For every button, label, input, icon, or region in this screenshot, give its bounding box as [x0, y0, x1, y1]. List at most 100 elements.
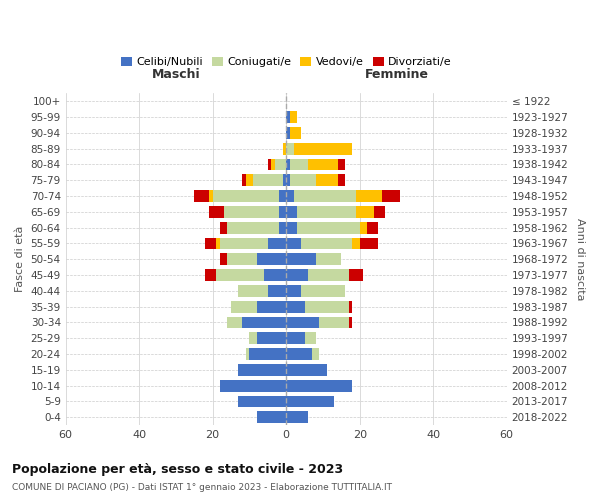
Bar — [308, 158, 338, 170]
Bar — [349, 300, 352, 312]
Bar — [305, 332, 316, 344]
Bar — [242, 316, 286, 328]
Bar — [268, 158, 271, 170]
Bar — [293, 142, 352, 154]
Bar — [286, 300, 305, 312]
Bar — [286, 190, 293, 202]
Bar — [286, 412, 308, 423]
Bar — [231, 300, 257, 312]
Bar — [382, 190, 400, 202]
Bar — [286, 269, 308, 281]
Bar — [246, 174, 253, 186]
Bar — [290, 174, 316, 186]
Bar — [217, 269, 264, 281]
Bar — [205, 269, 217, 281]
Bar — [349, 316, 352, 328]
Bar — [286, 238, 301, 250]
Bar — [290, 111, 297, 123]
Bar — [275, 158, 286, 170]
Bar — [205, 238, 217, 250]
Bar — [286, 285, 301, 297]
Bar — [283, 174, 286, 186]
Bar — [279, 206, 286, 218]
Y-axis label: Fasce di età: Fasce di età — [15, 226, 25, 292]
Bar — [286, 396, 334, 407]
Bar — [264, 269, 286, 281]
Bar — [293, 190, 356, 202]
Bar — [227, 316, 242, 328]
Bar — [286, 380, 352, 392]
Bar — [268, 238, 286, 250]
Bar — [338, 158, 345, 170]
Bar — [286, 127, 290, 139]
Bar — [268, 285, 286, 297]
Bar — [356, 190, 382, 202]
Bar — [374, 206, 385, 218]
Bar — [220, 238, 268, 250]
Bar — [360, 238, 378, 250]
Bar — [224, 206, 279, 218]
Bar — [209, 190, 212, 202]
Bar — [286, 142, 293, 154]
Bar — [290, 158, 308, 170]
Bar — [246, 348, 250, 360]
Bar — [349, 269, 364, 281]
Bar — [297, 206, 356, 218]
Bar — [286, 316, 319, 328]
Y-axis label: Anni di nascita: Anni di nascita — [575, 218, 585, 300]
Bar — [312, 348, 319, 360]
Bar — [217, 238, 220, 250]
Bar — [286, 111, 290, 123]
Bar — [301, 238, 352, 250]
Bar — [290, 127, 301, 139]
Bar — [283, 142, 286, 154]
Bar — [227, 222, 279, 234]
Bar — [279, 190, 286, 202]
Text: Maschi: Maschi — [152, 68, 200, 80]
Bar — [220, 222, 227, 234]
Bar — [242, 174, 246, 186]
Bar — [286, 206, 297, 218]
Text: COMUNE DI PACIANO (PG) - Dati ISTAT 1° gennaio 2023 - Elaborazione TUTTITALIA.IT: COMUNE DI PACIANO (PG) - Dati ISTAT 1° g… — [12, 482, 392, 492]
Bar — [301, 285, 345, 297]
Bar — [286, 254, 316, 265]
Bar — [257, 300, 286, 312]
Text: Femmine: Femmine — [364, 68, 428, 80]
Bar — [257, 254, 286, 265]
Text: Popolazione per età, sesso e stato civile - 2023: Popolazione per età, sesso e stato civil… — [12, 462, 343, 475]
Bar — [212, 190, 279, 202]
Bar — [220, 380, 286, 392]
Bar — [238, 396, 286, 407]
Bar — [316, 254, 341, 265]
Bar — [286, 332, 305, 344]
Bar — [286, 222, 297, 234]
Bar — [308, 269, 349, 281]
Bar — [194, 190, 209, 202]
Bar — [316, 174, 338, 186]
Bar — [209, 206, 224, 218]
Bar — [286, 174, 290, 186]
Bar — [238, 364, 286, 376]
Bar — [250, 348, 286, 360]
Bar — [356, 206, 374, 218]
Bar — [250, 332, 257, 344]
Bar — [286, 364, 326, 376]
Bar — [238, 285, 268, 297]
Bar — [338, 174, 345, 186]
Bar — [360, 222, 367, 234]
Bar — [257, 332, 286, 344]
Bar — [352, 238, 360, 250]
Bar — [253, 174, 283, 186]
Bar — [220, 254, 227, 265]
Bar — [305, 300, 349, 312]
Bar — [367, 222, 378, 234]
Bar — [286, 348, 312, 360]
Bar — [319, 316, 349, 328]
Bar — [227, 254, 257, 265]
Bar — [279, 222, 286, 234]
Bar — [257, 412, 286, 423]
Bar — [271, 158, 275, 170]
Bar — [297, 222, 360, 234]
Bar — [286, 158, 290, 170]
Legend: Celibi/Nubili, Coniugati/e, Vedovi/e, Divorziati/e: Celibi/Nubili, Coniugati/e, Vedovi/e, Di… — [116, 52, 456, 72]
